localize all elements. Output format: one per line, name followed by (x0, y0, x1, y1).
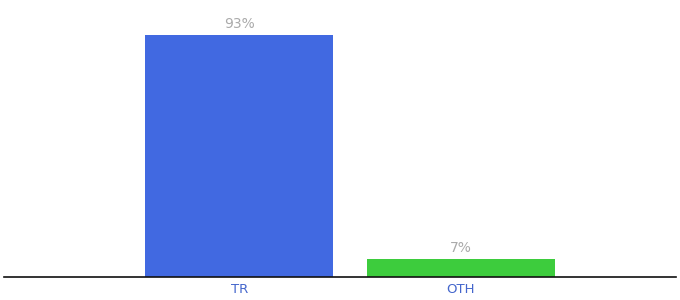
Bar (146, 35, 333, 277)
Bar (367, 259, 555, 277)
Text: 93%: 93% (224, 17, 254, 32)
Text: 7%: 7% (450, 241, 472, 255)
